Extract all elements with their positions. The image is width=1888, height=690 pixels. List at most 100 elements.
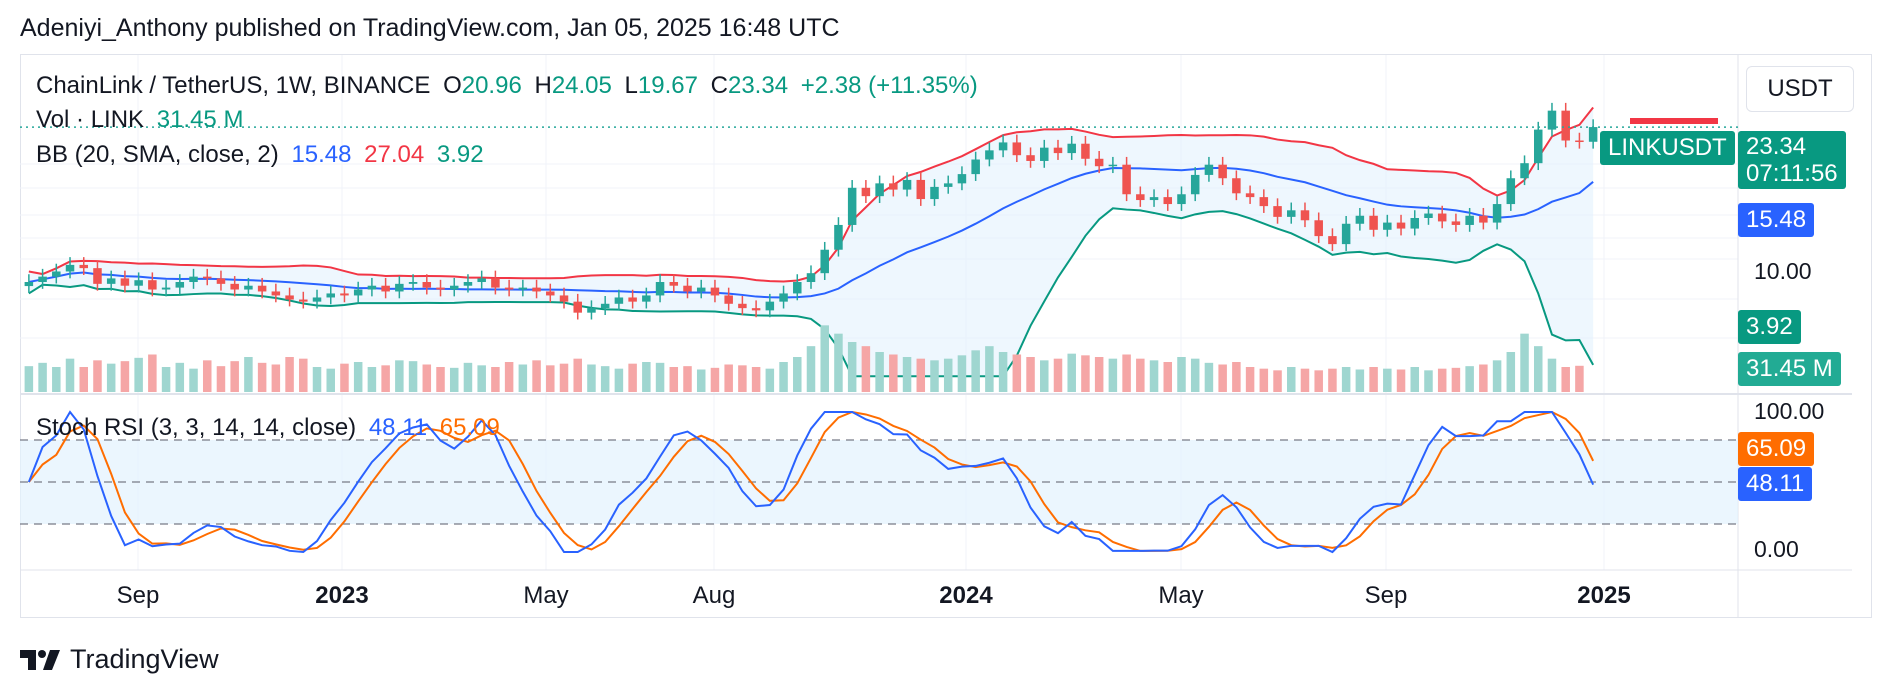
volume-bar xyxy=(1547,358,1557,392)
volume-bar xyxy=(518,364,528,392)
volume-bar xyxy=(985,346,994,392)
candle-body xyxy=(106,278,116,284)
candle-body xyxy=(1094,158,1104,167)
currency-button[interactable]: USDT xyxy=(1746,66,1854,112)
candle-body xyxy=(820,249,829,274)
chart-frame[interactable] xyxy=(20,54,1872,618)
volume-bar xyxy=(1355,369,1365,392)
volume-bar xyxy=(326,368,335,392)
volume-bar xyxy=(271,364,281,392)
volume-bar xyxy=(834,333,843,392)
candle-body xyxy=(175,282,185,288)
volume-bar xyxy=(463,362,473,392)
volume-bar xyxy=(655,362,665,392)
candle-body xyxy=(1520,163,1529,179)
volume-bar xyxy=(1465,366,1474,392)
volume-bar xyxy=(1383,368,1392,392)
volume-bar xyxy=(930,360,939,392)
candle-body xyxy=(285,295,294,300)
volume-bar xyxy=(614,368,624,392)
candle-body xyxy=(1149,197,1159,201)
volume-bar xyxy=(669,367,679,392)
volume-bar xyxy=(1328,368,1337,392)
bb-basis-value: 15.48 xyxy=(291,141,352,168)
change-value: +2.38 (+11.35%) xyxy=(800,72,978,99)
high-value: 24.05 xyxy=(551,72,612,99)
candle-body xyxy=(600,303,610,309)
time-label: 2024 xyxy=(939,582,993,609)
volume-legend: Vol · LINK 31.45 M xyxy=(36,106,249,134)
candle-body xyxy=(395,283,404,292)
candle-body xyxy=(1396,222,1406,229)
candle-body xyxy=(683,285,692,292)
candle-body xyxy=(408,282,418,284)
volume-bar xyxy=(710,367,720,392)
candle-body xyxy=(1465,215,1474,225)
candle-body xyxy=(985,150,994,160)
bar-countdown: 07:11:56 xyxy=(1746,160,1838,187)
high-label: H xyxy=(534,72,552,99)
candle-body xyxy=(38,276,47,283)
volume-bar xyxy=(1067,353,1076,392)
volume-bar xyxy=(285,357,294,392)
candle-body xyxy=(1561,110,1570,141)
candle-body xyxy=(381,285,390,292)
stoch-k-value: 48.11 xyxy=(368,414,428,441)
volume-bar xyxy=(916,358,926,392)
candle-body xyxy=(1383,222,1392,230)
stoch-k-tag: 48.11 xyxy=(1738,467,1813,501)
volume-bar xyxy=(861,346,871,392)
candle-body xyxy=(1479,215,1488,223)
candle-body xyxy=(1424,213,1433,218)
candle-body xyxy=(1533,129,1543,164)
bb-label: BB (20, SMA, close, 2) xyxy=(36,141,279,168)
volume-bar xyxy=(1094,357,1104,392)
volume-bar xyxy=(902,357,912,392)
candle-body xyxy=(1437,213,1447,222)
candle-body xyxy=(504,287,514,290)
candle-body xyxy=(779,293,788,302)
candle-body xyxy=(943,183,953,187)
volume-bar xyxy=(491,367,500,392)
stoch-tick-100: 100.00 xyxy=(1754,398,1825,424)
volume-bar xyxy=(1204,362,1214,392)
volume-bar xyxy=(38,362,47,392)
candle-body xyxy=(1492,204,1502,223)
volume-bar xyxy=(436,367,445,392)
bb-basis-tag: 15.48 xyxy=(1738,203,1815,237)
candle-body xyxy=(532,287,541,292)
candle-body xyxy=(1081,143,1090,159)
volume-bar xyxy=(120,361,130,392)
candle-body xyxy=(1122,164,1131,195)
candle-body xyxy=(573,301,582,313)
candle-body xyxy=(559,295,569,302)
candle-body xyxy=(806,273,816,283)
volume-bar xyxy=(957,355,967,392)
candle-body xyxy=(930,186,939,200)
candle-body xyxy=(463,282,473,286)
candle-body xyxy=(271,291,281,296)
candle-body xyxy=(861,187,871,197)
tradingview-logo-icon xyxy=(20,649,60,670)
footer-logo[interactable]: TradingView xyxy=(20,644,219,675)
stoch-tick-0: 0.00 xyxy=(1754,536,1799,562)
candle-body xyxy=(1300,210,1310,221)
volume-bar xyxy=(724,364,733,392)
volume-bar xyxy=(24,366,34,392)
candle-body xyxy=(696,287,706,292)
low-label: L xyxy=(624,72,638,99)
candle-body xyxy=(642,295,651,302)
candle-body xyxy=(614,297,624,304)
candle-body xyxy=(1067,143,1076,154)
time-label: 2023 xyxy=(315,582,369,609)
symbol-legend: ChainLink / TetherUS, 1W, BINANCE O20.96… xyxy=(36,72,984,100)
volume-bar xyxy=(1451,367,1461,392)
volume-bar xyxy=(1190,358,1200,392)
volume-bar xyxy=(998,352,1008,392)
volume-bar xyxy=(1437,368,1447,392)
candle-body xyxy=(120,278,130,286)
bb-upper-value: 27.04 xyxy=(364,141,425,168)
volume-bar xyxy=(189,368,198,392)
candle-body xyxy=(751,308,761,311)
